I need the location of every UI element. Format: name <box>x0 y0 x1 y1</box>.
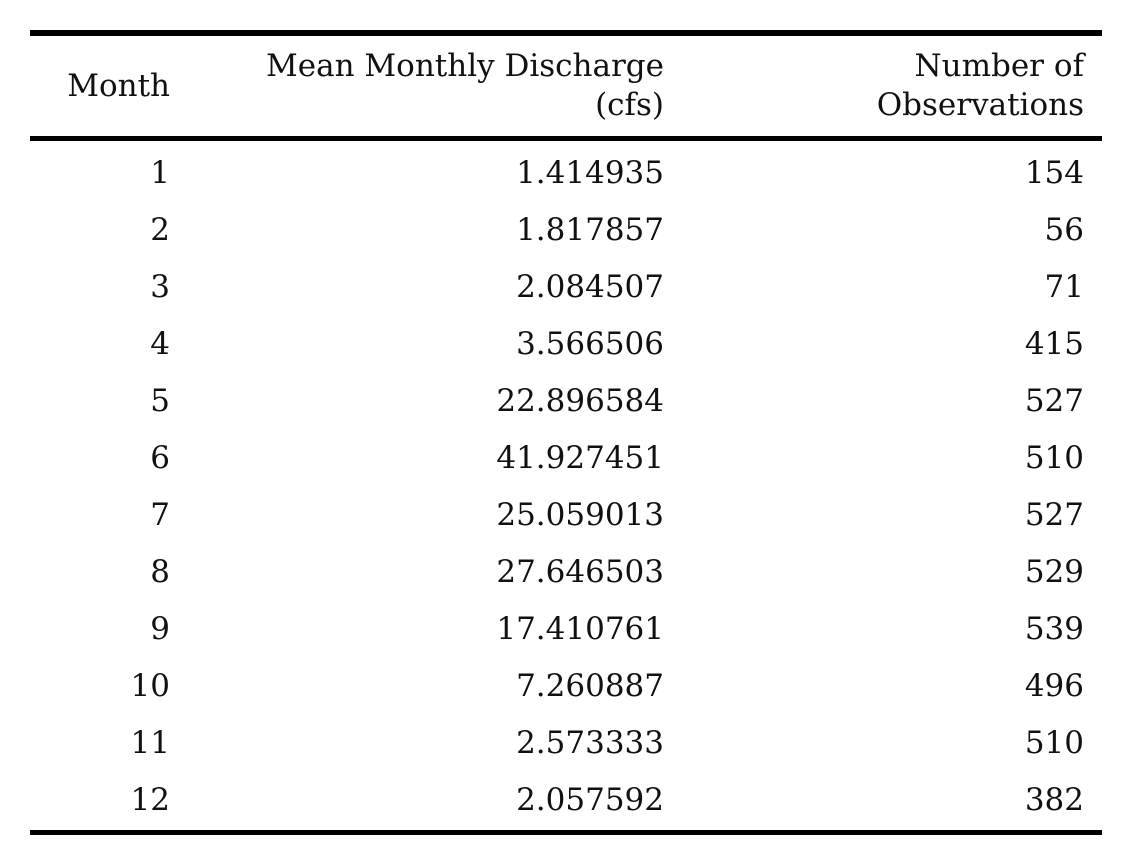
month-cell: 4 <box>150 326 170 362</box>
observations-cell: 527 <box>1024 383 1084 419</box>
month-cell: 3 <box>150 269 170 305</box>
table-row: 8 27.646503 529 <box>30 544 1102 601</box>
table-row: 10 7.260887 496 <box>30 658 1102 715</box>
table-row: 2 1.817857 56 <box>30 202 1102 259</box>
observations-cell: 527 <box>1024 497 1084 533</box>
observations-cell: 529 <box>1024 554 1084 590</box>
discharge-cell: 7.260887 <box>516 668 664 704</box>
month-cell: 10 <box>130 668 170 704</box>
table-row: 12 2.057592 382 <box>30 772 1102 833</box>
observations-cell: 154 <box>1024 155 1084 191</box>
header-discharge-line2: (cfs) <box>595 87 664 123</box>
discharge-cell: 22.896584 <box>496 383 664 419</box>
header-discharge: Mean Monthly Discharge (cfs) <box>188 33 682 139</box>
table-body: 1 1.414935 154 2 1.817857 56 3 2.084507 71 4 3.566… <box>30 139 1102 833</box>
month-cell: 2 <box>150 212 170 248</box>
month-cell: 6 <box>150 440 170 476</box>
discharge-cell: 1.414935 <box>516 155 664 191</box>
month-cell: 11 <box>130 725 170 761</box>
observations-cell: 415 <box>1024 326 1084 362</box>
discharge-cell: 25.059013 <box>496 497 664 533</box>
month-cell: 7 <box>150 497 170 533</box>
header-observations-line2: Observations <box>876 87 1084 123</box>
header-month: Month <box>30 33 188 139</box>
discharge-cell: 2.084507 <box>516 269 664 305</box>
discharge-cell: 27.646503 <box>496 554 664 590</box>
table-row: 4 3.566506 415 <box>30 316 1102 373</box>
month-cell: 8 <box>150 554 170 590</box>
table-row: 9 17.410761 539 <box>30 601 1102 658</box>
observations-cell: 539 <box>1024 611 1084 647</box>
header-row: Month Mean Monthly Discharge (cfs) Number… <box>30 33 1102 139</box>
discharge-cell: 41.927451 <box>496 440 664 476</box>
table-row: 7 25.059013 527 <box>30 487 1102 544</box>
month-cell: 1 <box>150 155 170 191</box>
header-observations: Number of Observations <box>682 33 1102 139</box>
table-row: 11 2.573333 510 <box>30 715 1102 772</box>
discharge-table-container: Month Mean Monthly Discharge (cfs) Number… <box>30 30 1102 835</box>
table-row: 6 41.927451 510 <box>30 430 1102 487</box>
header-discharge-line1: Mean Monthly Discharge <box>266 48 664 84</box>
discharge-cell: 1.817857 <box>516 212 664 248</box>
observations-cell: 382 <box>1024 782 1084 818</box>
discharge-cell: 3.566506 <box>516 326 664 362</box>
discharge-cell: 17.410761 <box>496 611 664 647</box>
table-row: 3 2.084507 71 <box>30 259 1102 316</box>
month-cell: 12 <box>130 782 170 818</box>
observations-cell: 496 <box>1024 668 1084 704</box>
observations-cell: 71 <box>1044 269 1084 305</box>
discharge-cell: 2.057592 <box>516 782 664 818</box>
observations-cell: 56 <box>1044 212 1084 248</box>
observations-cell: 510 <box>1024 725 1084 761</box>
observations-cell: 510 <box>1024 440 1084 476</box>
header-month-label: Month <box>67 67 170 104</box>
month-cell: 9 <box>150 611 170 647</box>
table-row: 1 1.414935 154 <box>30 139 1102 203</box>
month-cell: 5 <box>150 383 170 419</box>
discharge-cell: 2.573333 <box>516 725 664 761</box>
table-row: 5 22.896584 527 <box>30 373 1102 430</box>
table-header: Month Mean Monthly Discharge (cfs) Number… <box>30 33 1102 139</box>
discharge-table: Month Mean Monthly Discharge (cfs) Number… <box>30 30 1102 835</box>
header-observations-line1: Number of <box>914 48 1085 84</box>
